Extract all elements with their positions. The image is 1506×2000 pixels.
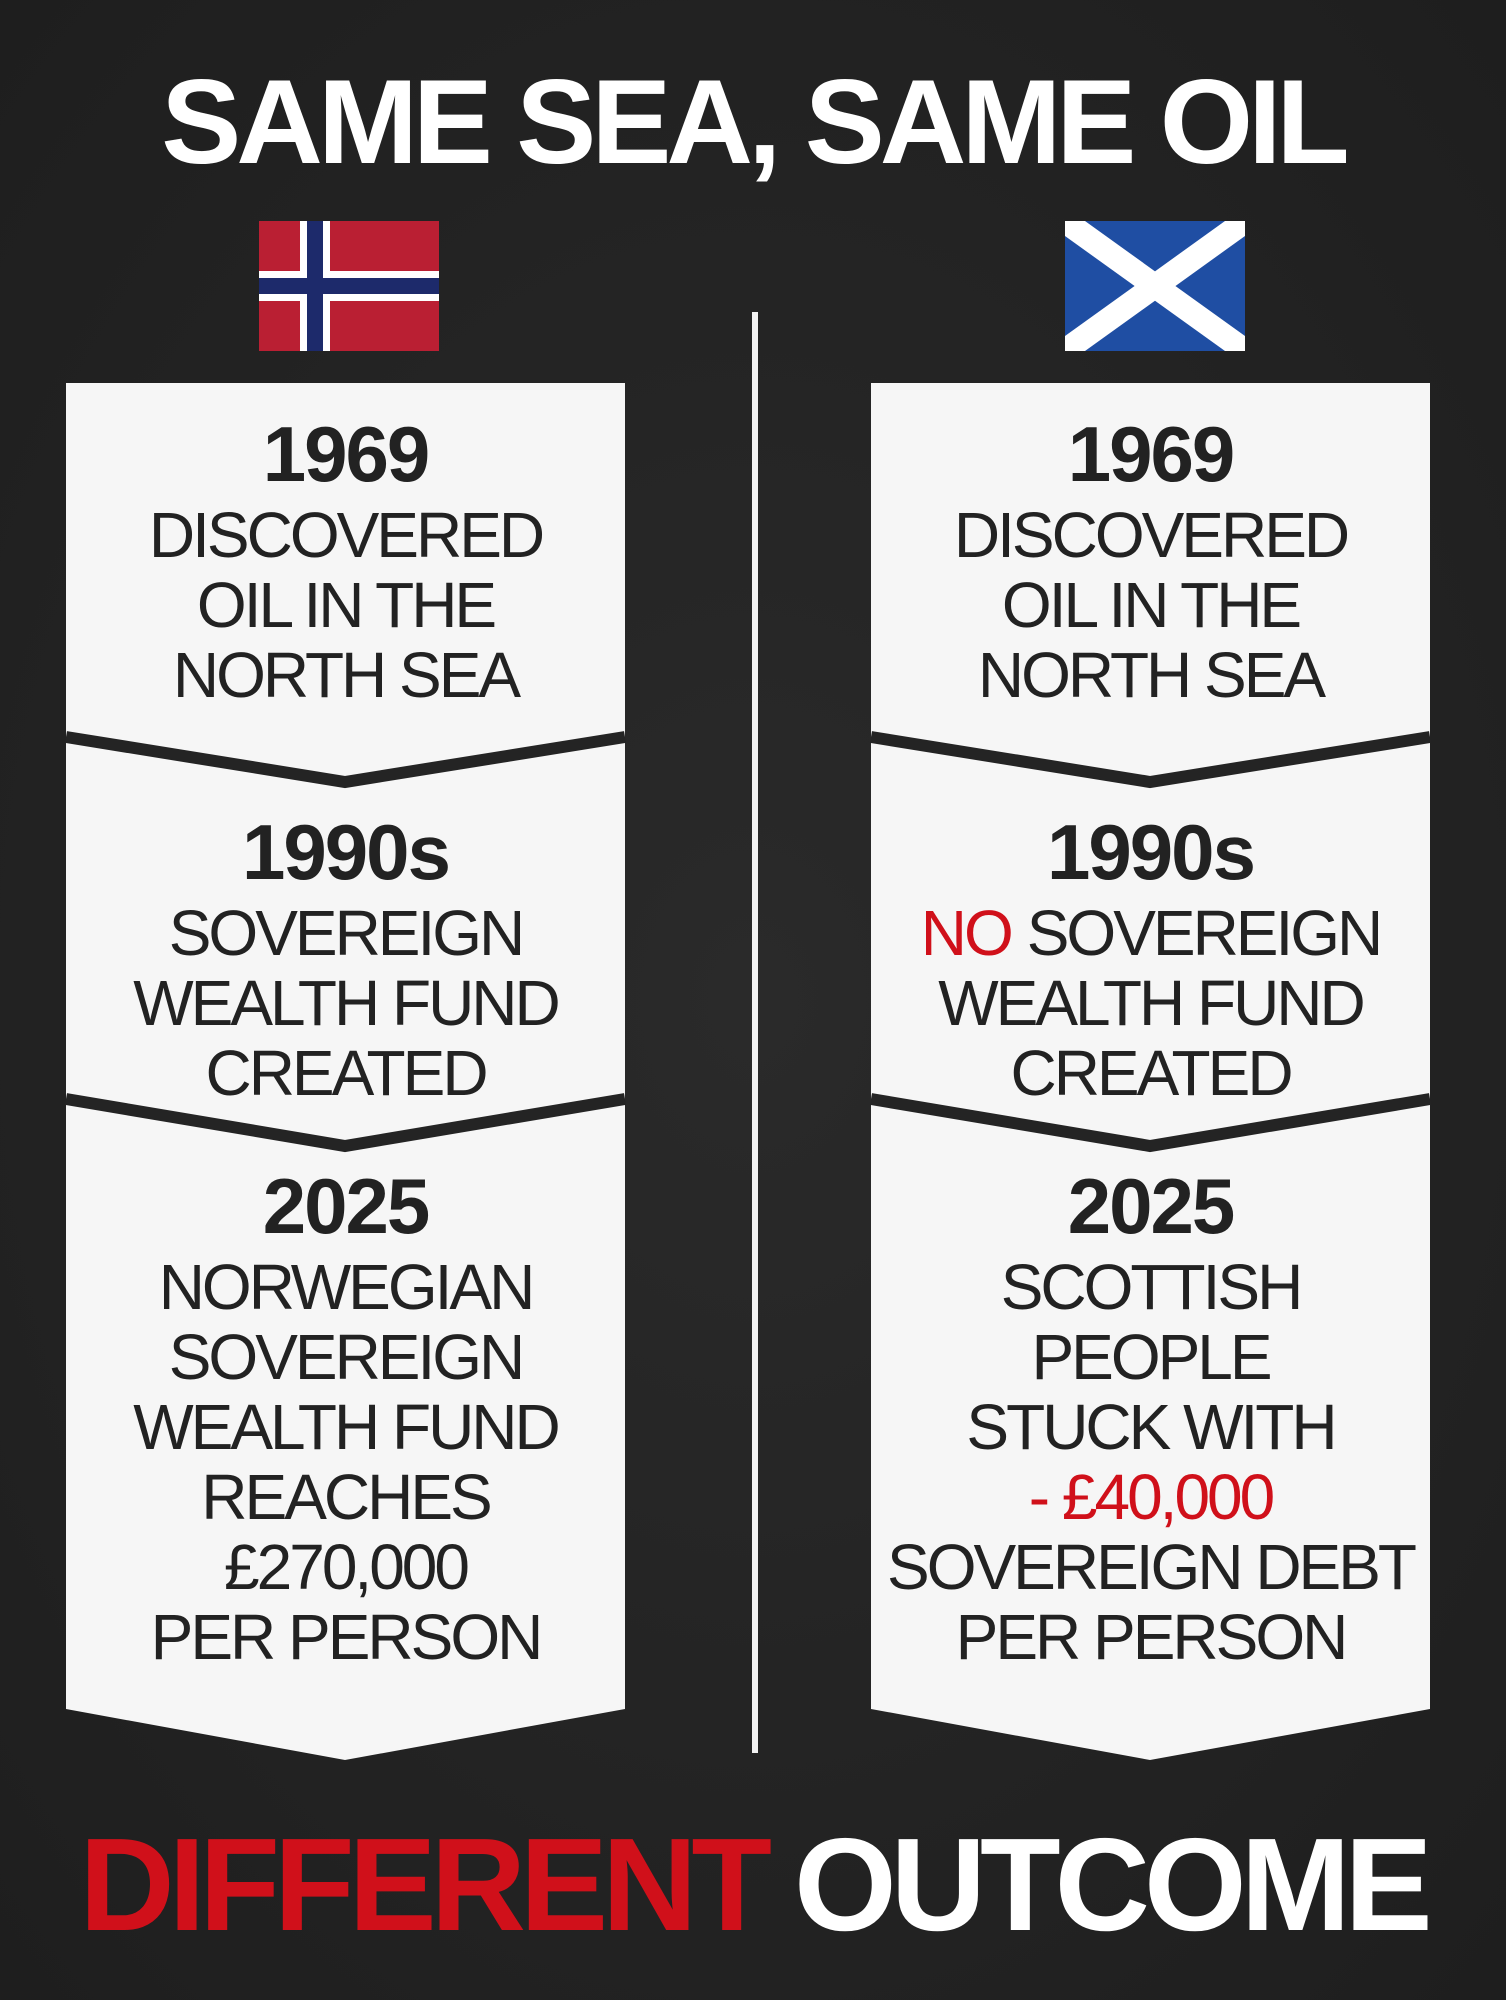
step-line: STUCK WITH — [966, 1391, 1337, 1463]
footer: DIFFERENT OUTCOME — [0, 1810, 1506, 1960]
step: 1990s NO SOVEREIGN WEALTH FUND CREATED — [871, 806, 1430, 1108]
step-year: 2025 — [262, 1162, 431, 1250]
step-line: PER PERSON — [955, 1601, 1349, 1673]
step-line: NORTH SEA — [172, 639, 521, 711]
title: SAME SEA, SAME OIL — [161, 55, 1349, 189]
step: 1990s SOVEREIGN WEALTH FUND CREATED — [66, 806, 625, 1108]
step-line: DISCOVERED — [953, 499, 1350, 571]
norway-flag — [259, 221, 439, 351]
footer-highlight: DIFFERENT — [79, 1811, 772, 1958]
step-year: 1969 — [262, 410, 431, 498]
step: 1969 DISCOVERED OIL IN THE NORTH SEA — [66, 408, 625, 710]
step: 2025 SCOTTISH PEOPLE STUCK WITH - £40,000 SOV… — [871, 1160, 1430, 1672]
step-year: 1990s — [1047, 808, 1256, 896]
right-column — [870, 383, 1431, 1760]
highlight: - £40,000 — [1028, 1461, 1275, 1533]
line-text: SOVEREIGN — [1026, 897, 1384, 969]
step-line: NORWEGIAN — [158, 1251, 536, 1323]
step-line: PEOPLE — [1031, 1321, 1272, 1393]
step-line: WEALTH FUND — [133, 1391, 560, 1463]
step-line: - £40,000 — [871, 1462, 1430, 1532]
step-line: PER PERSON — [150, 1601, 544, 1673]
step-line: NORTH SEA — [977, 639, 1326, 711]
step-line: DISCOVERED — [148, 499, 545, 571]
step-year: 1969 — [1067, 410, 1236, 498]
step-line: CREATED — [1010, 1037, 1293, 1109]
scotland-flag — [1065, 221, 1245, 351]
step-line: CREATED — [205, 1037, 488, 1109]
step-year: 1990s — [242, 808, 451, 896]
step-line: WEALTH FUND — [133, 967, 560, 1039]
step: 2025 NORWEGIAN SOVEREIGN WEALTH FUND REACHES… — [66, 1160, 625, 1672]
step-line: OIL IN THE — [1001, 569, 1302, 641]
highlight: NO — [920, 897, 1014, 969]
step-line: WEALTH FUND — [938, 967, 1365, 1039]
step-line: SCOTTISH — [1000, 1251, 1304, 1323]
step-line: £270,000 — [224, 1531, 470, 1603]
step-line: SOVEREIGN — [168, 1321, 526, 1393]
step-line: SOVEREIGN — [168, 897, 526, 969]
step-line: NO SOVEREIGN — [871, 898, 1430, 968]
left-column — [65, 383, 626, 1760]
step: 1969 DISCOVERED OIL IN THE NORTH SEA — [871, 408, 1430, 710]
step-line: REACHES — [201, 1461, 492, 1533]
step-line: SOVEREIGN DEBT — [887, 1531, 1417, 1603]
step-line: OIL IN THE — [196, 569, 497, 641]
step-year: 2025 — [1067, 1162, 1236, 1250]
footer-text: OUTCOME — [794, 1811, 1433, 1958]
